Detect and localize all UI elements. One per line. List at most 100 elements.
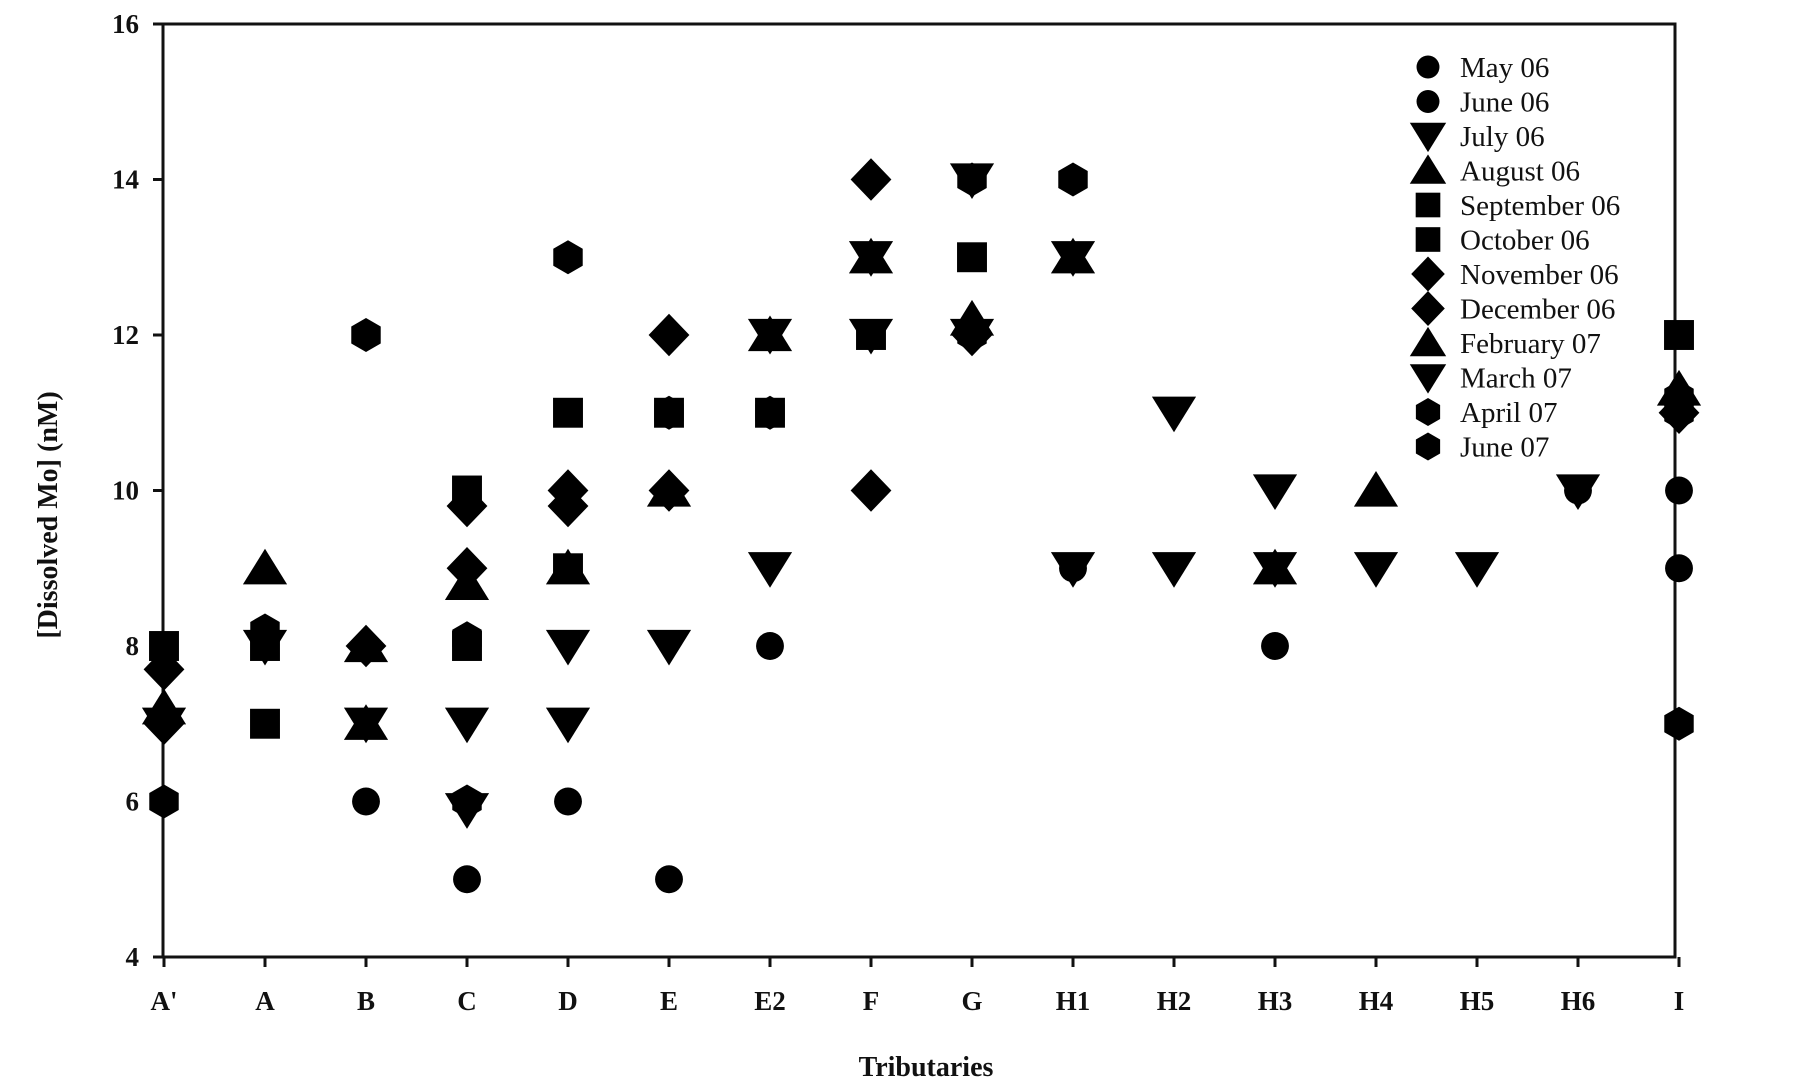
data-point	[1664, 395, 1694, 430]
y-tick-label: 8	[126, 631, 140, 661]
legend-marker	[1415, 192, 1441, 218]
data-point	[1664, 706, 1694, 741]
legend-marker	[1411, 256, 1445, 292]
data-point	[143, 648, 185, 691]
data-point	[1252, 474, 1298, 511]
legend-label: December 06	[1460, 294, 1615, 326]
legend-label: June 07	[1460, 432, 1549, 464]
x-tick-label: E2	[754, 986, 786, 1016]
data-point	[646, 629, 692, 666]
data-point	[553, 397, 583, 428]
x-tick-label: H6	[1561, 986, 1596, 1016]
legend-label: September 06	[1460, 190, 1620, 222]
x-tick-label: D	[558, 986, 578, 1016]
legend-marker	[1409, 364, 1447, 394]
legend-label: April 07	[1460, 397, 1557, 429]
data-point	[1050, 552, 1096, 588]
data-point	[957, 318, 987, 352]
data-point	[250, 708, 280, 739]
data-point	[1261, 632, 1289, 660]
data-point	[149, 784, 179, 819]
data-point	[1252, 548, 1298, 585]
data-point	[957, 162, 987, 197]
y-tick-label: 14	[112, 165, 139, 195]
legend-label: February 07	[1460, 328, 1601, 360]
data-point	[553, 553, 583, 584]
y-tick-label: 4	[126, 942, 140, 972]
legend-label: August 06	[1460, 156, 1580, 188]
legend-marker	[1415, 398, 1441, 426]
legend-marker	[1416, 55, 1440, 79]
data-point	[444, 707, 490, 744]
data-marks	[141, 158, 1702, 894]
x-tick-label: A	[255, 986, 275, 1016]
legend-label: November 06	[1460, 259, 1619, 291]
x-tick-label: E	[660, 986, 678, 1016]
x-tick-label: H3	[1258, 986, 1293, 1016]
legend-label: May 06	[1460, 52, 1549, 84]
data-point	[242, 548, 288, 585]
data-point	[747, 318, 793, 355]
x-axis: A' A B C D E E2 F G H1 H2 H3 H4 H5 H6 I	[151, 957, 1685, 1016]
x-tick-label: H1	[1056, 986, 1091, 1016]
x-tick-label: G	[961, 986, 982, 1016]
legend-marker	[1411, 291, 1445, 326]
legend-marker	[1415, 432, 1441, 461]
data-point	[345, 624, 387, 668]
data-point	[747, 552, 793, 588]
y-axis: 4 6 8 10 12 14 16	[112, 9, 163, 972]
legend-label: July 06	[1460, 121, 1545, 153]
x-tick-label: C	[457, 986, 477, 1016]
x-tick-label: A'	[151, 986, 178, 1016]
data-point	[545, 707, 591, 744]
data-point	[141, 707, 187, 744]
y-tick-label: 6	[126, 787, 140, 817]
data-point	[1665, 554, 1693, 583]
data-point	[1151, 396, 1197, 433]
data-point	[1050, 237, 1096, 274]
data-point	[957, 242, 987, 273]
y-axis-title: [Dissolved Mo] (nM)	[33, 391, 64, 638]
plot-frame	[161, 22, 1677, 959]
data-point	[343, 704, 389, 740]
data-point	[1664, 320, 1694, 350]
legend-marker	[1415, 227, 1441, 252]
x-tick-label: H2	[1157, 986, 1192, 1016]
data-point	[648, 313, 690, 357]
data-point	[646, 470, 692, 507]
data-point	[446, 547, 488, 590]
x-tick-label: B	[357, 986, 375, 1016]
x-tick-label: I	[1674, 986, 1685, 1016]
x-axis-title: Tributaries	[859, 1052, 994, 1083]
data-point	[1665, 476, 1693, 505]
data-point	[756, 632, 784, 660]
data-point	[452, 784, 482, 819]
y-tick-label: 12	[112, 320, 139, 350]
data-point	[452, 621, 482, 656]
data-point	[755, 395, 785, 430]
data-point	[553, 240, 583, 275]
legend-label: March 07	[1460, 363, 1572, 395]
data-point	[1058, 162, 1088, 197]
data-point	[446, 484, 488, 528]
data-point	[453, 865, 481, 894]
legend-marker	[1409, 154, 1447, 184]
data-point	[655, 865, 683, 894]
legend-label: October 06	[1460, 225, 1590, 257]
data-point	[850, 469, 892, 512]
legend-label: June 06	[1460, 87, 1549, 119]
x-tick-label: H5	[1460, 986, 1495, 1016]
data-point	[654, 395, 684, 430]
data-point	[1454, 552, 1500, 588]
data-point	[352, 787, 380, 816]
legend-marker	[1416, 90, 1440, 113]
data-point	[351, 318, 381, 352]
data-point	[547, 484, 589, 528]
data-point	[1353, 470, 1399, 507]
data-point	[856, 320, 886, 350]
y-tick-label: 10	[112, 476, 139, 506]
x-tick-label: F	[863, 986, 880, 1016]
legend-marker	[1409, 326, 1447, 357]
data-point	[850, 158, 892, 201]
